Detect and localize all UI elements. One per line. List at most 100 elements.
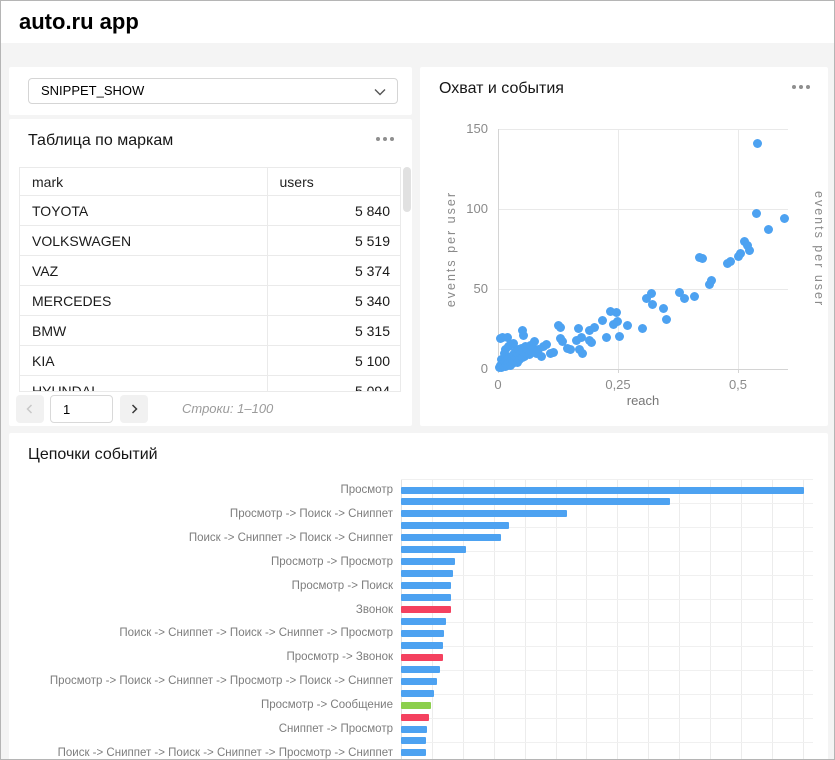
scatter-point[interactable] [574, 323, 584, 333]
ellipsis-menu-icon[interactable] [789, 85, 810, 89]
prev-page-button[interactable] [16, 395, 44, 423]
bar[interactable] [401, 534, 501, 542]
page-title: auto.ru app [19, 9, 139, 34]
bar[interactable] [401, 594, 451, 602]
cell-mark: BMW [20, 315, 267, 346]
next-page-button[interactable] [120, 395, 148, 423]
scatter-point[interactable] [571, 335, 581, 345]
page-number-input[interactable] [50, 395, 113, 423]
gridline-h [401, 622, 813, 624]
gridline-v [771, 479, 773, 759]
column-header-mark: mark [20, 168, 267, 196]
scatter-point[interactable] [612, 316, 622, 326]
scatter-point[interactable] [697, 254, 707, 264]
scatter-point[interactable] [659, 303, 669, 313]
bar-label: Поиск -> Сниппет -> Поиск -> Сниппет -> … [119, 627, 393, 640]
rows-info: Строки: 1–100 [182, 401, 274, 416]
scatter-point[interactable] [558, 336, 568, 346]
bar[interactable] [401, 701, 431, 709]
gridline-h [401, 574, 813, 576]
event-filter-value: SNIPPET_SHOW [41, 83, 145, 98]
bar[interactable] [401, 546, 466, 554]
scatter-point[interactable] [763, 224, 773, 234]
scatter-point[interactable] [577, 348, 587, 358]
scatter-point[interactable] [735, 248, 745, 258]
scatter-point[interactable] [528, 343, 538, 353]
scatter-point[interactable] [611, 307, 621, 317]
event-filter-select[interactable]: SNIPPET_SHOW [28, 78, 398, 104]
scatter-point[interactable] [509, 338, 519, 348]
table-row: BMW 5 315 [20, 315, 400, 346]
ellipsis-menu-icon[interactable] [373, 137, 394, 141]
scatter-point[interactable] [743, 241, 753, 251]
gridline-v [498, 129, 499, 369]
scatter-point[interactable] [597, 315, 607, 325]
scatter-point[interactable] [679, 294, 689, 304]
bar[interactable] [401, 641, 443, 649]
scatter-point[interactable] [536, 351, 546, 361]
scatter-point[interactable] [615, 331, 625, 341]
scatter-point[interactable] [752, 138, 762, 148]
scatter-point[interactable] [565, 344, 575, 354]
column-header-users: users [266, 168, 400, 196]
bar[interactable] [401, 713, 429, 721]
bar[interactable] [401, 617, 447, 625]
cell-mark: VAZ [20, 255, 267, 286]
bar[interactable] [401, 570, 453, 578]
scatter-point[interactable] [541, 339, 551, 349]
gridline-v [617, 479, 619, 759]
scatter-point[interactable] [726, 256, 736, 266]
scatter-point[interactable] [707, 275, 717, 285]
scatter-point[interactable] [752, 208, 762, 218]
gridline-h [401, 526, 813, 528]
scatter-point[interactable] [519, 330, 529, 340]
gridline-v [740, 479, 742, 759]
scatter-point[interactable] [601, 333, 611, 343]
scatter-point[interactable] [744, 246, 754, 256]
bar[interactable] [401, 558, 455, 566]
bar[interactable] [401, 653, 443, 661]
cell-mark: HYUNDAI [20, 375, 267, 391]
bar[interactable] [401, 677, 437, 685]
scatter-point[interactable] [498, 332, 508, 342]
bar[interactable] [401, 725, 428, 733]
scatter-point[interactable] [637, 323, 647, 333]
bar[interactable] [401, 665, 441, 673]
bar[interactable] [401, 749, 426, 757]
scatter-point[interactable] [586, 338, 596, 348]
scatter-point[interactable] [690, 291, 700, 301]
bar[interactable] [401, 737, 426, 745]
scatter-point[interactable] [534, 345, 544, 355]
bar[interactable] [401, 498, 670, 506]
scatter-point[interactable] [517, 326, 527, 336]
table-scrollbar[interactable] [403, 167, 411, 392]
bar[interactable] [401, 629, 445, 637]
scatter-point[interactable] [529, 337, 539, 347]
page-header: auto.ru app [1, 1, 834, 43]
bar-label: Просмотр -> Сообщение [260, 699, 393, 712]
table-scrollbar-thumb[interactable] [403, 167, 411, 212]
scatter-point[interactable] [740, 236, 750, 246]
scatter-point[interactable] [648, 299, 658, 309]
scatter-point[interactable] [548, 347, 558, 357]
scatter-point[interactable] [675, 287, 685, 297]
bar[interactable] [401, 486, 804, 494]
scatter-point[interactable] [779, 214, 789, 224]
bar[interactable] [401, 522, 509, 530]
scatter-point[interactable] [576, 332, 586, 342]
bar[interactable] [401, 689, 435, 697]
scatter-point[interactable] [642, 294, 652, 304]
gridline-h [401, 646, 813, 648]
scatter-point[interactable] [555, 322, 565, 332]
scatter-point[interactable] [661, 314, 671, 324]
bar[interactable] [401, 582, 451, 590]
scatter-point[interactable] [606, 306, 616, 316]
scatter-point[interactable] [623, 320, 633, 330]
cell-users: 5 840 [266, 195, 400, 226]
bar[interactable] [401, 510, 568, 518]
scatter-point[interactable] [647, 288, 657, 298]
scatter-point[interactable] [584, 326, 594, 336]
bar[interactable] [401, 606, 451, 613]
scatter-point[interactable] [503, 333, 513, 343]
scatter-point[interactable] [589, 322, 599, 332]
